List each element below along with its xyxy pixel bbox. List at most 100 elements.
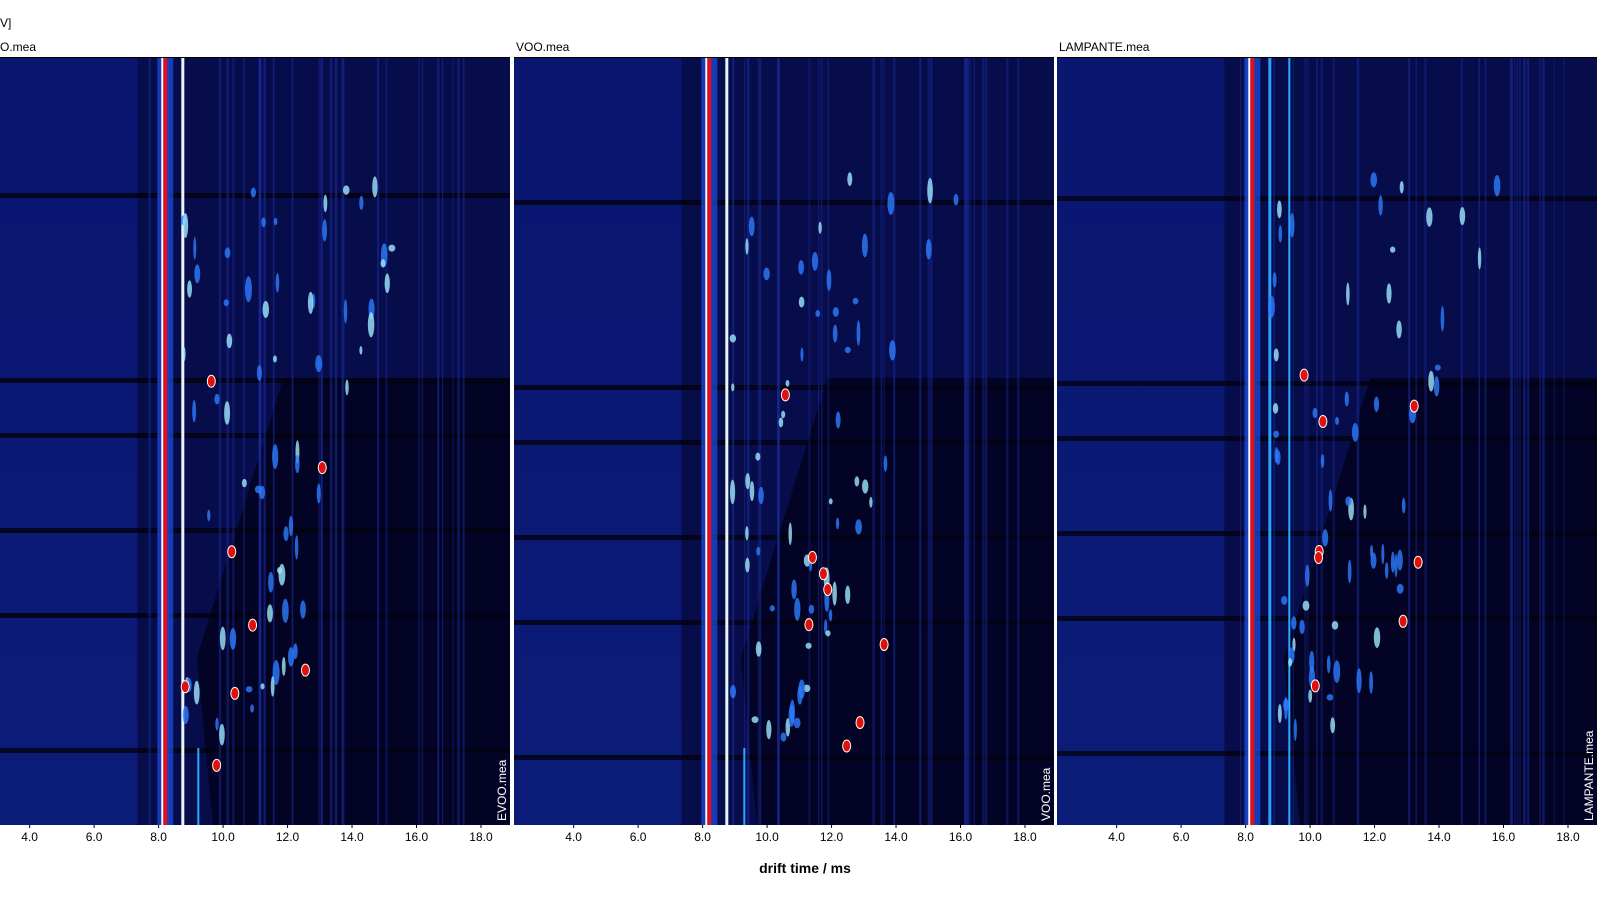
hot-spot	[842, 739, 852, 753]
streak	[329, 58, 333, 825]
streak	[1320, 58, 1323, 825]
rip2	[1268, 58, 1272, 825]
spot	[755, 452, 761, 461]
spot	[367, 312, 375, 338]
streak	[321, 58, 324, 825]
spot	[887, 192, 895, 215]
spot	[1278, 225, 1283, 243]
spot	[1305, 564, 1310, 587]
band	[514, 440, 1054, 445]
spot	[254, 485, 262, 494]
streak	[291, 58, 294, 825]
hot-spot	[1299, 368, 1309, 382]
spot	[1434, 364, 1441, 371]
spot	[260, 683, 265, 690]
spot	[1401, 497, 1406, 514]
streak	[818, 58, 820, 825]
spot	[1378, 195, 1383, 216]
spot	[731, 383, 735, 392]
spot	[182, 346, 186, 362]
spot	[272, 660, 280, 686]
rip3	[743, 748, 746, 825]
streak	[1478, 58, 1481, 825]
x-tick-label: 6.0	[86, 830, 103, 844]
spot	[825, 630, 831, 637]
streak	[981, 58, 985, 825]
panel: VOO.mea VOO.mea 4.0 6.0 8.0 10.0 12.0 14.0 16.0 1…	[514, 40, 1057, 844]
spot	[1275, 450, 1281, 465]
streak	[462, 58, 465, 825]
spot	[275, 273, 280, 293]
streak	[232, 58, 235, 825]
spot	[1477, 247, 1482, 270]
spot	[1390, 551, 1395, 573]
spot	[826, 269, 832, 291]
rip-white	[1248, 58, 1251, 825]
spot	[1433, 376, 1440, 397]
streak	[385, 58, 388, 825]
x-tick-label: 4.0	[21, 830, 38, 844]
band	[514, 200, 1054, 205]
streak	[1316, 58, 1318, 825]
spot	[1346, 282, 1350, 306]
streak	[1509, 58, 1513, 825]
spot	[1277, 200, 1282, 219]
streak	[777, 58, 780, 825]
spot	[854, 476, 860, 487]
panel-title: O.mea	[0, 40, 36, 54]
band	[1057, 381, 1597, 386]
heatmap-bg-left	[0, 58, 138, 825]
streak	[1292, 58, 1295, 825]
rip3	[197, 748, 200, 825]
streak	[964, 58, 967, 825]
spot	[283, 526, 289, 542]
spot	[268, 571, 274, 593]
heatmap	[0, 58, 510, 825]
spot	[193, 236, 197, 260]
streak	[731, 58, 734, 825]
spot	[758, 486, 764, 505]
x-tick-label: 10.0	[1298, 830, 1322, 844]
streak	[318, 58, 321, 825]
spot	[861, 233, 868, 258]
streak	[732, 58, 735, 825]
spot	[832, 307, 839, 317]
spot	[323, 194, 328, 213]
spot	[1308, 689, 1313, 703]
spot	[805, 642, 812, 649]
streak	[827, 58, 830, 825]
spot	[1273, 430, 1280, 438]
spot	[745, 238, 749, 255]
band	[514, 620, 1054, 625]
spot	[803, 684, 811, 693]
spot	[1283, 698, 1289, 712]
spot	[818, 221, 822, 234]
streak	[1307, 58, 1309, 825]
spot	[388, 244, 396, 252]
streak	[1356, 58, 1360, 825]
spot	[883, 455, 888, 472]
spot	[1320, 453, 1325, 468]
spot	[794, 597, 801, 621]
hot-spot	[823, 582, 833, 596]
spot	[1331, 621, 1339, 630]
spot	[300, 600, 306, 619]
spot	[1272, 402, 1279, 414]
spot	[250, 704, 254, 713]
streak	[243, 58, 245, 825]
spot	[769, 605, 775, 612]
streak	[1563, 58, 1565, 825]
spot	[852, 297, 859, 305]
spot	[214, 393, 220, 405]
streak	[1332, 58, 1335, 825]
spot	[745, 473, 751, 490]
spot	[1356, 668, 1362, 694]
band	[1057, 751, 1597, 756]
spot	[245, 686, 253, 693]
streak	[421, 58, 424, 825]
spot	[345, 379, 349, 396]
streak	[341, 58, 345, 825]
spot	[256, 364, 262, 381]
spot	[953, 193, 959, 206]
hot-spot	[1409, 399, 1419, 413]
